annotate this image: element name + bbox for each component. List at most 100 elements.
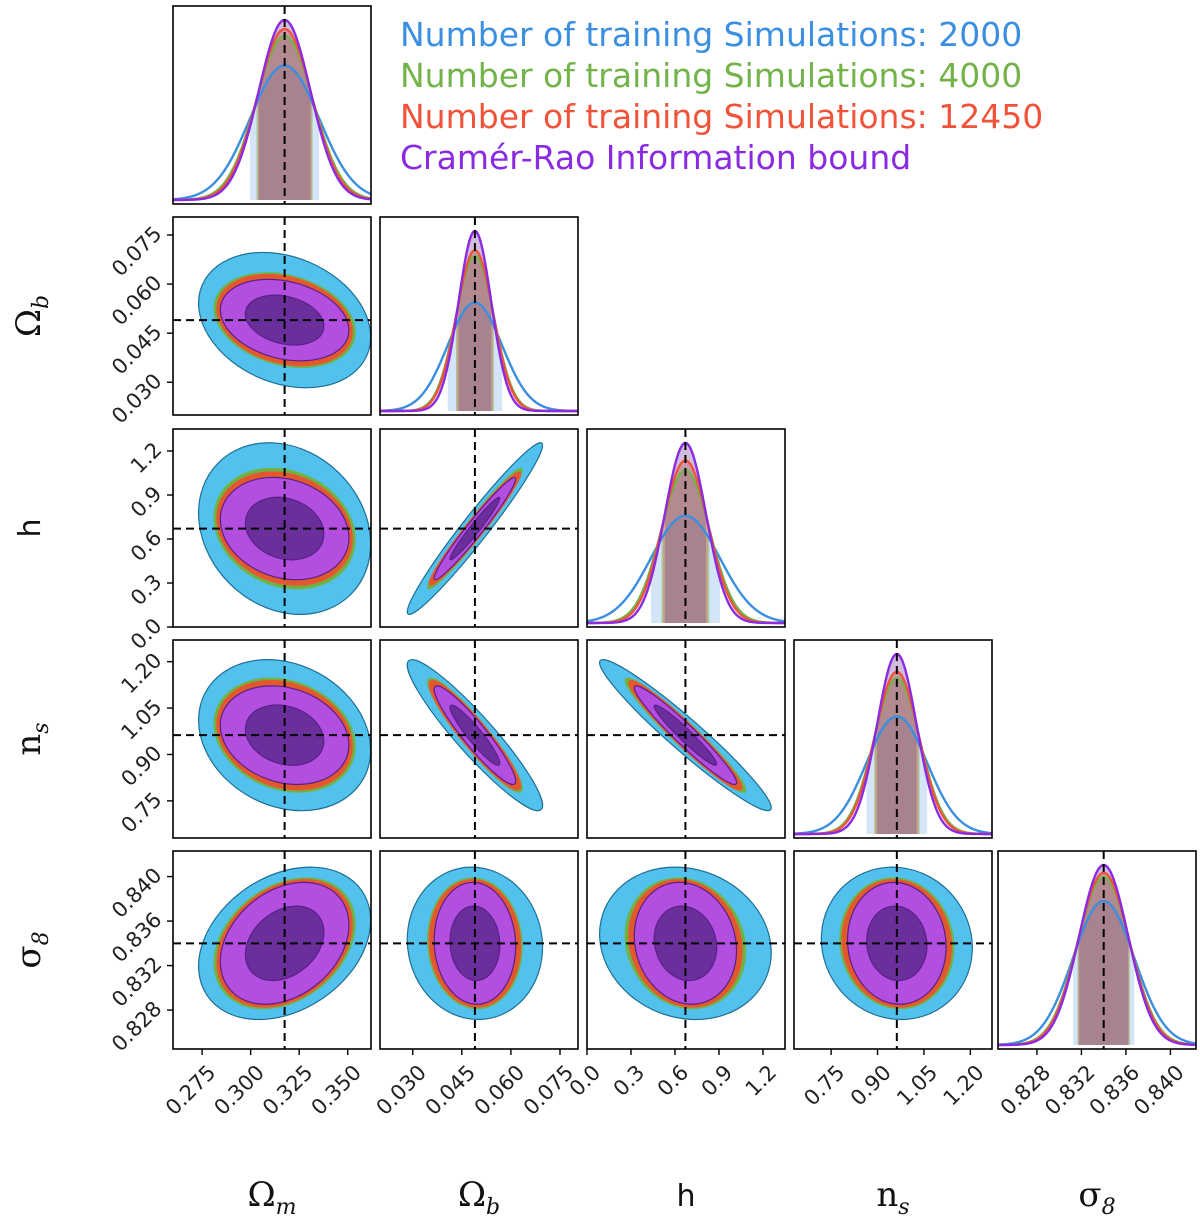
y-tick-label: 0.840 bbox=[107, 863, 166, 922]
x-tick-label: 1.20 bbox=[939, 1060, 989, 1110]
panel-frame bbox=[793, 850, 993, 1050]
y-tick-label: 0.060 bbox=[107, 271, 166, 330]
x-axis-label-sub: 8 bbox=[1102, 1195, 1116, 1220]
panel-frame bbox=[379, 850, 579, 1050]
x-axis-label-sub: b bbox=[486, 1195, 500, 1220]
marginal-band-2 bbox=[456, 250, 494, 411]
y-tick-label: 0.0 bbox=[126, 614, 167, 655]
x-axis-label: σ8 bbox=[1078, 1175, 1115, 1220]
y-tick-label: 0.030 bbox=[107, 369, 166, 428]
x-tick-label: 0.828 bbox=[996, 1060, 1055, 1119]
panel-frame bbox=[379, 428, 579, 628]
x-axis-label: Ωm bbox=[247, 1175, 296, 1220]
panel-h-h bbox=[587, 429, 785, 627]
x-tick-label: 0.060 bbox=[470, 1060, 529, 1119]
x-tick-label: 0.832 bbox=[1040, 1060, 1099, 1119]
panel-s8-Ob bbox=[380, 851, 578, 1049]
marginal-curve-0 bbox=[998, 899, 1196, 1046]
y-tick-label: 0.075 bbox=[107, 222, 166, 281]
marginal-band-1 bbox=[455, 255, 494, 411]
y-axis-label: h bbox=[13, 518, 48, 537]
y-tick-label: 0.6 bbox=[126, 526, 167, 567]
panel-frame bbox=[586, 850, 786, 1050]
y-tick-label: 0.90 bbox=[116, 741, 166, 791]
panel-frame bbox=[586, 428, 786, 628]
x-tick-label: 0.836 bbox=[1085, 1060, 1144, 1119]
y-tick-label: 0.836 bbox=[107, 908, 166, 967]
x-tick-label: 0.075 bbox=[519, 1060, 578, 1119]
panel-frame bbox=[172, 850, 372, 1050]
x-tick-label: 0.350 bbox=[307, 1060, 366, 1119]
x-axis-label-sub: m bbox=[276, 1195, 297, 1220]
x-tick-label: 0.3 bbox=[609, 1060, 650, 1101]
marginal-curve-3 bbox=[173, 18, 371, 202]
y-axis-label: σ8 bbox=[9, 931, 54, 968]
x-tick-label: 0.9 bbox=[697, 1060, 738, 1101]
marginal-band-2 bbox=[874, 671, 919, 834]
y-tick-label: 1.05 bbox=[116, 695, 166, 745]
y-tick-label: 0.75 bbox=[116, 787, 166, 837]
marginal-curve-3 bbox=[998, 863, 1196, 1047]
marginal-band-0 bbox=[447, 302, 503, 411]
marginal-band-2 bbox=[662, 460, 709, 623]
panel-h-Om bbox=[173, 429, 371, 627]
panel-s8-ns bbox=[794, 851, 992, 1049]
y-tick-label: 0.045 bbox=[107, 320, 166, 379]
x-tick-label: 0.300 bbox=[209, 1060, 268, 1119]
panel-s8-s8 bbox=[998, 851, 1196, 1049]
marginal-curve-0 bbox=[794, 715, 992, 835]
legend-entry-4000: Number of training Simulations: 4000 bbox=[400, 56, 1022, 95]
x-tick-label: 0.030 bbox=[372, 1060, 431, 1119]
x-tick-label: 0.275 bbox=[161, 1060, 220, 1119]
x-axis-label: ns bbox=[876, 1175, 909, 1220]
panel-frame bbox=[172, 216, 372, 416]
panel-ns-h bbox=[587, 640, 785, 838]
panel-frame bbox=[586, 639, 786, 839]
marginal-curve-0 bbox=[173, 64, 371, 201]
y-tick-label: 1.20 bbox=[116, 648, 166, 698]
x-tick-label: 0.840 bbox=[1129, 1060, 1188, 1119]
x-tick-label: 0.6 bbox=[653, 1060, 694, 1101]
y-tick-label: 0.832 bbox=[107, 952, 166, 1011]
y-axis-label-sub: 8 bbox=[29, 931, 54, 945]
marginal-curve-0 bbox=[380, 301, 578, 413]
legend: Number of training Simulations: 2000 Num… bbox=[400, 15, 1043, 177]
panel-frame bbox=[379, 216, 579, 416]
panel-frame bbox=[172, 5, 372, 205]
x-tick-label: 0.90 bbox=[846, 1060, 896, 1110]
y-axis-label-sub: s bbox=[29, 722, 54, 733]
y-tick-label: 0.828 bbox=[107, 997, 166, 1056]
panel-frame bbox=[379, 639, 579, 839]
panel-frame bbox=[793, 639, 993, 839]
panel-frame bbox=[172, 428, 372, 628]
y-axis-label: ns bbox=[9, 722, 54, 755]
panel-s8-h bbox=[587, 851, 785, 1049]
x-tick-label: 1.2 bbox=[741, 1060, 782, 1101]
marginal-band-0 bbox=[250, 65, 320, 200]
y-tick-label: 1.2 bbox=[126, 438, 167, 479]
marginal-curve-3 bbox=[380, 229, 578, 413]
panel-Ob-Om bbox=[173, 217, 371, 415]
panel-h-Ob bbox=[380, 429, 578, 627]
x-axis-label-sub: s bbox=[898, 1195, 909, 1220]
x-tick-label: 1.05 bbox=[892, 1060, 942, 1110]
panel-s8-Om bbox=[173, 851, 371, 1049]
y-axis-label-sub: b bbox=[29, 295, 54, 309]
legend-entry-2000: Number of training Simulations: 2000 bbox=[400, 15, 1022, 54]
marginal-band-1 bbox=[873, 678, 920, 834]
panel-Ob-Ob bbox=[380, 217, 578, 415]
x-tick-label: 0.045 bbox=[421, 1060, 480, 1119]
x-tick-label: 0.75 bbox=[799, 1060, 849, 1110]
x-tick-label: 0.325 bbox=[258, 1060, 317, 1119]
marginal-curve-0 bbox=[587, 514, 785, 623]
legend-entry-cramer-rao: Cramér-Rao Information bound bbox=[400, 138, 911, 177]
x-tick-label: 0.0 bbox=[565, 1060, 606, 1101]
panel-frame bbox=[172, 639, 372, 839]
marginal-band-0 bbox=[650, 515, 720, 623]
legend-entry-12450: Number of training Simulations: 12450 bbox=[400, 97, 1043, 136]
x-axis-label: Ωb bbox=[458, 1175, 500, 1220]
panel-ns-ns bbox=[794, 640, 992, 838]
y-tick-label: 0.9 bbox=[126, 482, 167, 523]
marginal-curve-3 bbox=[794, 652, 992, 836]
